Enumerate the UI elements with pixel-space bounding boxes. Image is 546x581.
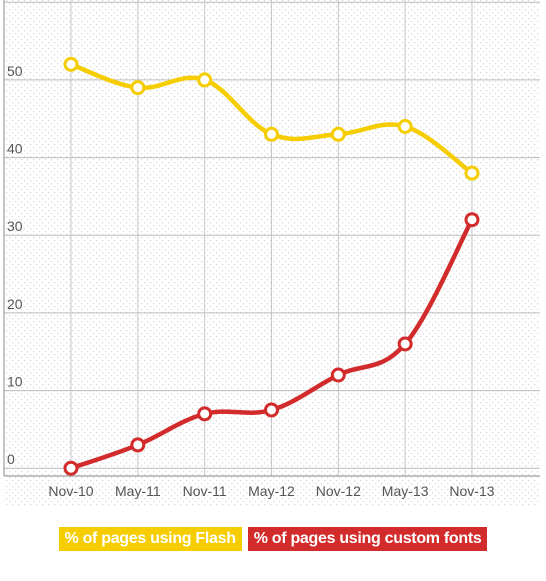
data-point xyxy=(397,119,413,134)
data-point xyxy=(263,126,279,142)
x-tick-label: Nov-10 xyxy=(48,483,93,499)
x-tick-label: May-12 xyxy=(248,483,295,499)
y-tick-label: 10 xyxy=(7,374,23,390)
series-0 xyxy=(63,56,480,181)
dotted-plot-area xyxy=(4,0,540,476)
data-point xyxy=(330,367,346,383)
grid-lines xyxy=(3,0,540,477)
dotted-axis-band xyxy=(4,476,540,506)
data-point xyxy=(130,437,146,453)
data-point xyxy=(397,336,413,352)
data-point xyxy=(63,56,79,72)
x-axis-ticks: Nov-10 May-11 Nov-11 May-12 Nov-12 May-13 Nov-… xyxy=(48,483,494,499)
legend: % of pages using Flash % of pages using … xyxy=(0,527,546,551)
y-tick-label: 40 xyxy=(7,141,23,157)
y-tick-label: 0 xyxy=(7,451,15,467)
legend-item-flash: % of pages using Flash xyxy=(58,527,242,551)
x-tick-label: Nov-13 xyxy=(449,483,494,499)
y-tick-label: 60 xyxy=(7,0,23,1)
x-tick-label: May-13 xyxy=(382,483,429,499)
y-axis-ticks: 0 10 20 30 40 50 60 xyxy=(7,0,23,467)
data-point xyxy=(330,126,346,142)
legend-item-custom-fonts: % of pages using custom fonts xyxy=(247,527,488,551)
series-group xyxy=(63,56,480,476)
y-tick-label: 30 xyxy=(7,218,23,234)
x-tick-label: Nov-11 xyxy=(183,483,227,499)
x-tick-label: Nov-12 xyxy=(316,483,361,499)
data-point xyxy=(197,72,213,88)
plot-background xyxy=(4,0,540,506)
y-tick-label: 50 xyxy=(7,63,23,79)
data-point xyxy=(197,406,213,422)
x-tick-label: May-11 xyxy=(115,483,161,499)
data-point xyxy=(464,212,480,228)
y-tick-label: 20 xyxy=(7,296,23,312)
line-chart: 0102030405060 Nov-10May-11Nov-11May-12No… xyxy=(3,0,540,506)
series-1 xyxy=(63,212,480,476)
data-point xyxy=(130,80,146,96)
data-point xyxy=(464,165,480,181)
data-point xyxy=(63,460,79,476)
data-point xyxy=(263,402,279,418)
